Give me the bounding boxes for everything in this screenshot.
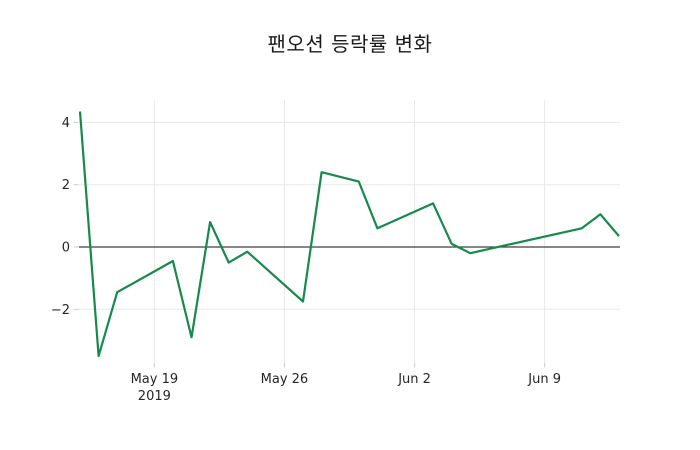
x-tick-label: May 19	[131, 372, 179, 387]
y-tick-label: 2	[62, 178, 70, 193]
x-tick-sublabel: 2019	[138, 389, 171, 404]
x-tick-label: Jun 9	[527, 372, 561, 387]
chart-title: 팬오션 등락률 변화	[267, 32, 433, 56]
x-tick-label: Jun 2	[397, 372, 431, 387]
price-change-line	[78, 111, 620, 358]
x-tick-label: May 26	[261, 372, 309, 387]
y-tick-label: −2	[51, 303, 70, 318]
y-tick-label: 0	[62, 241, 70, 256]
y-tick-label: 4	[62, 116, 70, 131]
